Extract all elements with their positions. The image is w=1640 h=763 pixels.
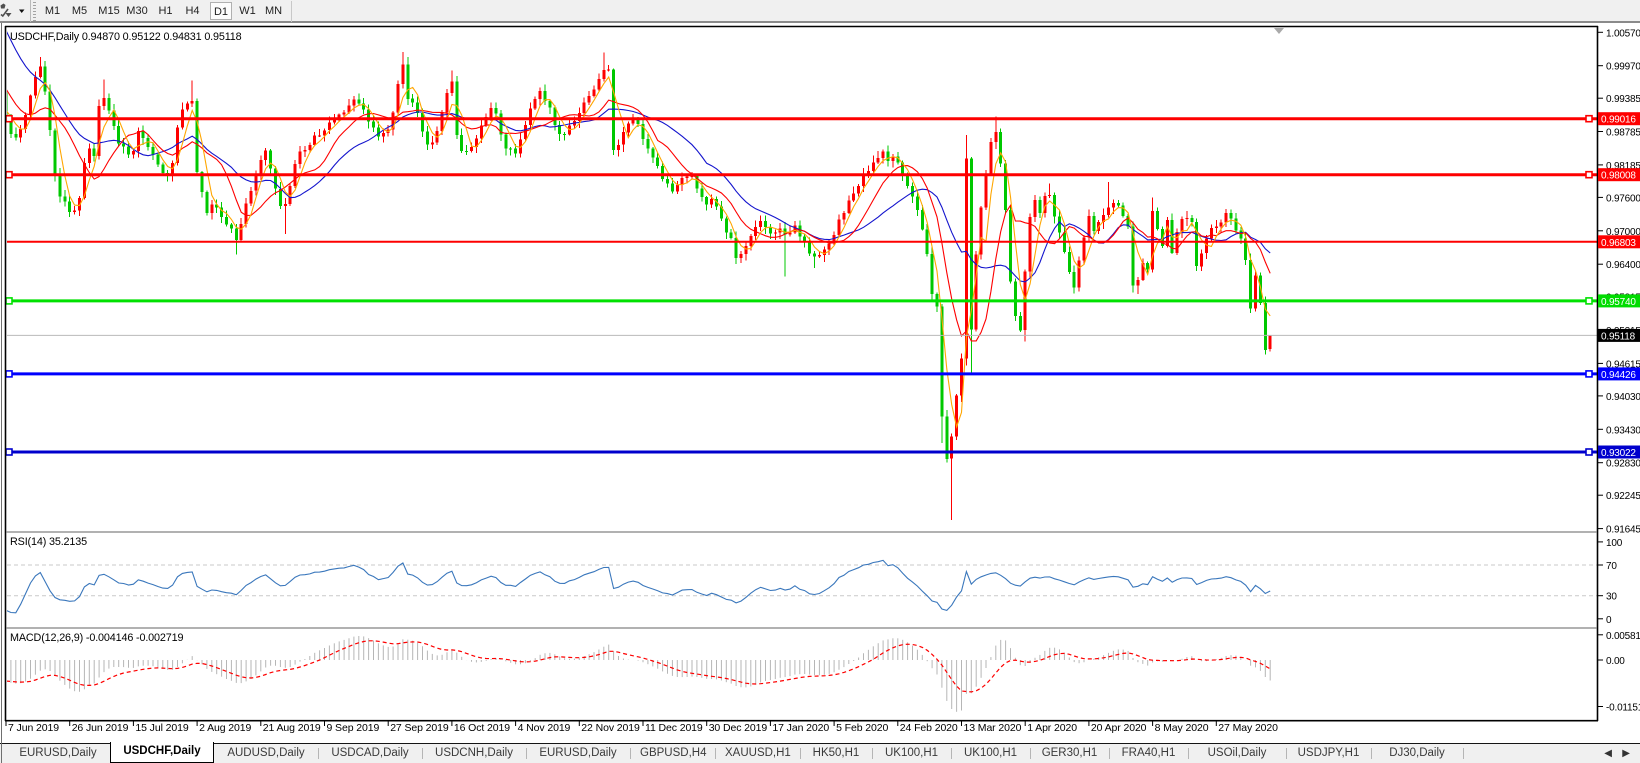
svg-text:0.94426: 0.94426 <box>1601 370 1636 381</box>
svg-text:0.93022: 0.93022 <box>1601 448 1636 459</box>
svg-text:30: 30 <box>1606 592 1617 603</box>
svg-text:0: 0 <box>1606 615 1612 626</box>
svg-text:1.00570: 1.00570 <box>1606 28 1640 39</box>
svg-text:30 Dec 2019: 30 Dec 2019 <box>709 722 768 734</box>
svg-text:0.99016: 0.99016 <box>1601 115 1636 126</box>
svg-text:0.93430: 0.93430 <box>1606 425 1640 436</box>
svg-text:USDCHF,Daily 0.94870 0.95122: USDCHF,Daily 0.94870 0.95122 0.94831 0.9… <box>10 31 242 43</box>
svg-text:0.96400: 0.96400 <box>1606 260 1640 271</box>
svg-text:17 Jan 2020: 17 Jan 2020 <box>772 722 829 734</box>
svg-text:100: 100 <box>1606 538 1623 549</box>
svg-text:0.99970: 0.99970 <box>1606 62 1640 73</box>
svg-text:0.97600: 0.97600 <box>1606 193 1640 204</box>
svg-text:4 Nov 2019: 4 Nov 2019 <box>518 722 571 734</box>
svg-text:27 May 2020: 27 May 2020 <box>1218 722 1278 734</box>
svg-text:16 Oct 2019: 16 Oct 2019 <box>454 722 510 734</box>
svg-text:0.92245: 0.92245 <box>1606 491 1640 502</box>
svg-text:70: 70 <box>1606 561 1617 572</box>
svg-text:15 Jul 2019: 15 Jul 2019 <box>135 722 188 734</box>
svg-text:27 Sep 2019: 27 Sep 2019 <box>390 722 449 734</box>
svg-text:9 Sep 2019: 9 Sep 2019 <box>327 722 380 734</box>
svg-text:21 Aug 2019: 21 Aug 2019 <box>263 722 321 734</box>
svg-text:0.98008: 0.98008 <box>1601 171 1636 182</box>
svg-text:2 Aug 2019: 2 Aug 2019 <box>199 722 251 734</box>
svg-text:0.99385: 0.99385 <box>1606 94 1640 105</box>
svg-text:1 Apr 2020: 1 Apr 2020 <box>1027 722 1077 734</box>
svg-text:0.97000: 0.97000 <box>1606 227 1640 238</box>
svg-text:20 Apr 2020: 20 Apr 2020 <box>1091 722 1147 734</box>
svg-text:5 Feb 2020: 5 Feb 2020 <box>836 722 888 734</box>
svg-text:11 Dec 2019: 11 Dec 2019 <box>645 722 703 734</box>
svg-text:0.91645: 0.91645 <box>1606 525 1640 536</box>
svg-text:7 Jun 2019: 7 Jun 2019 <box>8 722 59 734</box>
svg-text:0.98185: 0.98185 <box>1606 161 1640 172</box>
svg-text:0.94030: 0.94030 <box>1606 392 1640 403</box>
svg-text:0.96803: 0.96803 <box>1601 238 1636 249</box>
svg-text:13 Mar 2020: 13 Mar 2020 <box>964 722 1022 734</box>
svg-text:0.005818: 0.005818 <box>1606 631 1640 642</box>
svg-text:22 Nov 2019: 22 Nov 2019 <box>581 722 640 734</box>
svg-text:0.00: 0.00 <box>1606 656 1625 667</box>
svg-text:8 May 2020: 8 May 2020 <box>1155 722 1209 734</box>
svg-text:24 Feb 2020: 24 Feb 2020 <box>900 722 958 734</box>
svg-text:0.92830: 0.92830 <box>1606 459 1640 470</box>
svg-text:0.95740: 0.95740 <box>1601 297 1636 308</box>
svg-text:0.95118: 0.95118 <box>1601 331 1636 342</box>
svg-text:0.98785: 0.98785 <box>1606 128 1640 139</box>
svg-text:MACD(12,26,9) -0.004146 -0.002: MACD(12,26,9) -0.004146 -0.002719 <box>10 632 183 644</box>
svg-text:-0.011514: -0.011514 <box>1606 703 1640 714</box>
svg-text:26 Jun 2019: 26 Jun 2019 <box>72 722 129 734</box>
svg-text:RSI(14) 35.2135: RSI(14) 35.2135 <box>10 536 87 548</box>
svg-text:0.94615: 0.94615 <box>1606 359 1640 370</box>
